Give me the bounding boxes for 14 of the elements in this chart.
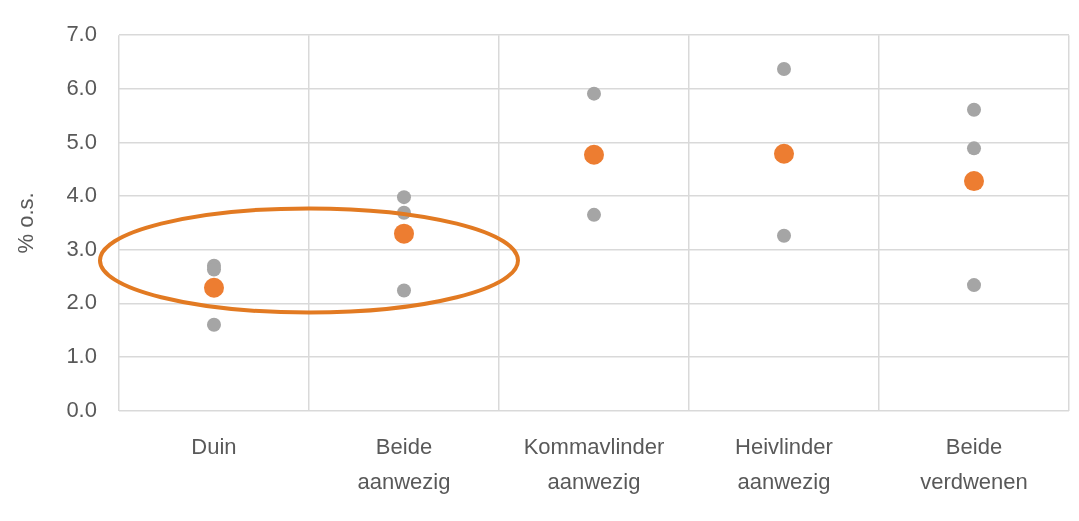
y-tick-label: 5.0: [66, 128, 97, 154]
x-tick-label: Duin: [191, 434, 237, 460]
y-axis-title: % o.s.: [13, 192, 39, 254]
y-tick-label: 2.0: [66, 289, 97, 315]
y-tick-label: 0.0: [66, 396, 97, 422]
y-tick-label: 7.0: [66, 21, 97, 47]
x-tick-label: Beide aanwezig: [357, 434, 451, 495]
y-tick-label: 6.0: [66, 74, 97, 100]
x-tick-label: Kommavlinder aanwezig: [523, 434, 665, 495]
x-tick-label: Beide verdwenen: [920, 434, 1028, 495]
y-tick-label: 3.0: [66, 235, 97, 261]
y-tick-label: 1.0: [66, 343, 97, 369]
y-tick-label: 4.0: [66, 182, 97, 208]
x-tick-label: Heivlinder aanwezig: [735, 434, 833, 495]
